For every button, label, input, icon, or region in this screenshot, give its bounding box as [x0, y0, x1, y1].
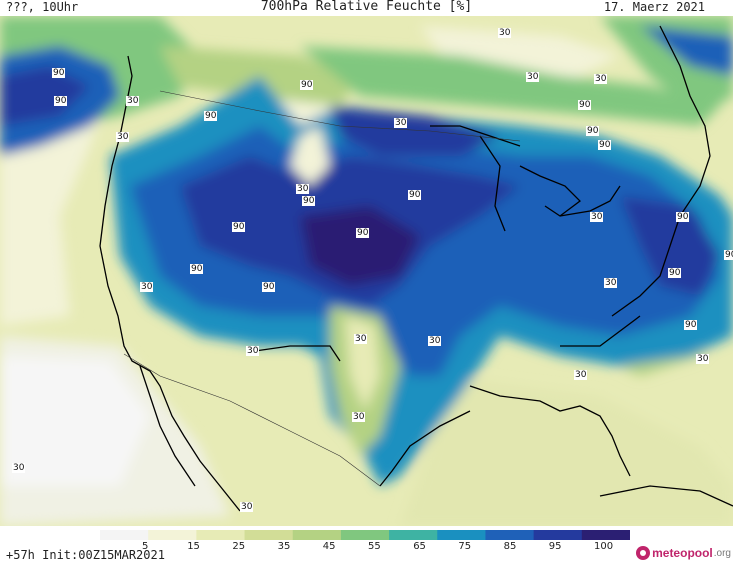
legend-tick: 55 — [368, 541, 381, 552]
legend-swatch — [485, 530, 535, 540]
contour-label: 30 — [240, 502, 254, 512]
legend-tick: 5 — [142, 541, 149, 552]
contour-label: 90 — [52, 68, 66, 78]
contour-label: 90 — [300, 80, 314, 90]
humidity-map: 90 90 30 30 90 90 30 30 90 90 90 90 90 90 30 90 90 30 30 30… — [0, 16, 733, 526]
contour-label: 90 — [356, 228, 370, 238]
contour-label: 30 — [140, 282, 154, 292]
contour-label: 90 — [190, 264, 204, 274]
legend-swatch — [437, 530, 486, 540]
color-legend — [100, 530, 630, 540]
legend-tick: 75 — [458, 541, 472, 552]
legend-tick: 15 — [187, 541, 200, 552]
contour-label: 90 — [724, 250, 733, 260]
contour-label: 30 — [354, 334, 368, 344]
legend-swatch — [244, 530, 294, 540]
contour-label: 30 — [526, 72, 540, 82]
contour-label: 30 — [590, 212, 604, 222]
map-footer: 5 15 25 35 45 55 65 75 85 95 100 +57h Init:00Z15MA… — [0, 526, 733, 566]
humidity-map-graphic — [0, 16, 733, 526]
contour-label: 90 — [408, 190, 422, 200]
contour-label: 90 — [598, 140, 612, 150]
contour-label: 30 — [246, 346, 260, 356]
contour-label: 90 — [302, 196, 316, 206]
contour-label: 30 — [696, 354, 710, 364]
map-header: ???, 10Uhr 700hPa Relative Feuchte [%] 1… — [0, 0, 733, 16]
forecast-date-label: 17. Maerz 2021 — [603, 0, 705, 14]
contour-label: 30 — [352, 412, 366, 422]
legend-swatch — [581, 530, 630, 540]
legend-swatch — [292, 530, 342, 540]
coastlines — [99, 25, 733, 512]
legend-tick: 100 — [594, 541, 614, 552]
contour-label: 30 — [116, 132, 130, 142]
contour-label: 90 — [586, 126, 600, 136]
contour-label: 90 — [684, 320, 698, 330]
legend-swatch — [196, 530, 246, 540]
legend-tick: 45 — [322, 541, 336, 552]
contour-label: 30 — [296, 184, 310, 194]
contour-label: 90 — [262, 282, 276, 292]
legend-tick: 35 — [277, 541, 291, 552]
forecast-time-label: ???, 10Uhr — [6, 0, 79, 14]
legend-swatch — [533, 530, 583, 540]
run-info: +57h Init:00Z15MAR2021 — [6, 548, 165, 562]
contour-label: 30 — [594, 74, 608, 84]
logo-icon — [636, 546, 651, 560]
legend-tick: 65 — [413, 541, 426, 552]
legend-tick: 95 — [548, 541, 562, 552]
contour-label: 30 — [126, 96, 140, 106]
contour-label: 30 — [604, 278, 618, 288]
contour-label: 30 — [12, 463, 26, 473]
legend-tick: 25 — [232, 541, 246, 552]
legend-swatch — [389, 530, 438, 540]
contour-label: 30 — [428, 336, 442, 346]
contour-label: 90 — [668, 268, 682, 278]
map-title: 700hPa Relative Feuchte [%] — [260, 0, 473, 14]
contour-label: 30 — [498, 28, 512, 38]
border-lines — [123, 90, 521, 487]
contour-label: 90 — [54, 96, 68, 106]
legend-swatch — [148, 530, 197, 540]
contour-label: 30 — [394, 118, 408, 128]
contour-label: 90 — [204, 111, 218, 121]
contour-label: 90 — [232, 222, 246, 232]
legend-swatch — [340, 530, 390, 540]
legend-tick: 85 — [503, 541, 517, 552]
meteopool-logo[interactable]: meteopool .org — [636, 546, 731, 560]
brand-suffix: .org — [713, 547, 731, 559]
legend-swatch — [100, 530, 149, 540]
brand-name: meteopool — [652, 546, 713, 560]
contour-label: 90 — [676, 212, 690, 222]
contour-label: 30 — [574, 370, 588, 380]
contour-label: 90 — [578, 100, 592, 110]
